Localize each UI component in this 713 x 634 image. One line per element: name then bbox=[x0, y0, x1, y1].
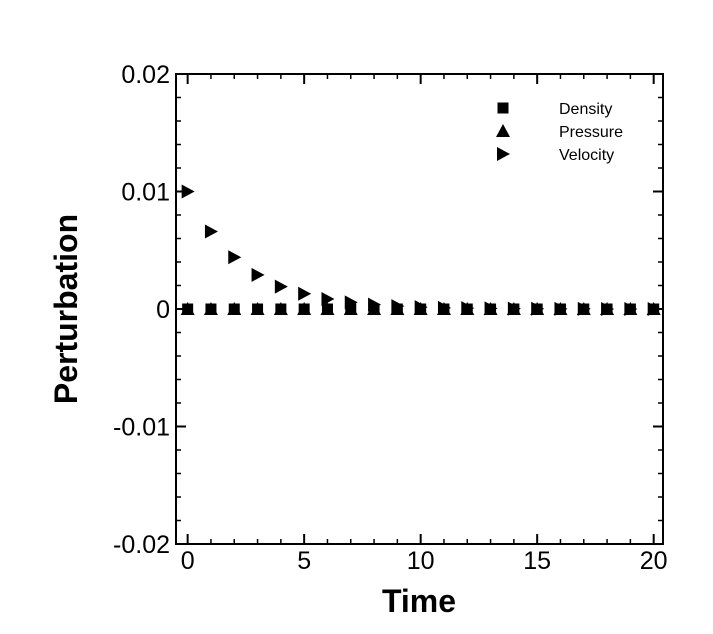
point-velocity bbox=[344, 295, 358, 310]
y-tick-label: 0 bbox=[156, 296, 170, 324]
point-velocity bbox=[204, 224, 218, 239]
point-velocity bbox=[554, 301, 568, 316]
point-velocity bbox=[251, 267, 265, 282]
point-velocity bbox=[181, 184, 195, 199]
x-tick-label: 5 bbox=[297, 547, 311, 575]
point-velocity bbox=[228, 250, 242, 265]
x-axis-label: Time bbox=[382, 583, 456, 619]
tick-labels: 0 5 10 15 20 0.02 0.01 0 -0.01 -0.02 bbox=[113, 61, 668, 575]
point-velocity bbox=[391, 299, 405, 314]
point-pressure bbox=[250, 302, 265, 315]
x-tick-label: 15 bbox=[523, 547, 551, 575]
series-velocity bbox=[181, 184, 661, 316]
point-velocity bbox=[461, 301, 475, 316]
legend-label-velocity: Velocity bbox=[559, 147, 614, 164]
point-velocity bbox=[368, 297, 382, 312]
point-velocity bbox=[624, 302, 638, 316]
point-pressure bbox=[227, 302, 242, 315]
legend-marker-velocity bbox=[497, 147, 510, 161]
point-velocity bbox=[414, 300, 428, 315]
point-velocity bbox=[531, 301, 545, 316]
y-tick-label: -0.02 bbox=[113, 531, 170, 559]
point-velocity bbox=[298, 286, 312, 301]
point-pressure bbox=[297, 302, 312, 315]
point-pressure bbox=[343, 302, 358, 315]
point-velocity bbox=[437, 300, 451, 315]
y-tick-label: 0.02 bbox=[121, 61, 170, 89]
point-velocity bbox=[577, 301, 591, 316]
legend-marker-pressure bbox=[496, 124, 510, 137]
legend-label-density: Density bbox=[559, 101, 612, 118]
point-pressure bbox=[203, 302, 218, 315]
x-tick-label: 0 bbox=[181, 547, 195, 575]
point-velocity bbox=[507, 301, 521, 316]
point-pressure bbox=[273, 302, 288, 315]
point-velocity bbox=[484, 301, 498, 316]
point-velocity bbox=[321, 292, 335, 307]
y-axis-label: Perturbation bbox=[48, 214, 84, 404]
point-pressure bbox=[367, 302, 382, 315]
y-tick-label: -0.01 bbox=[113, 414, 170, 442]
x-tick-label: 20 bbox=[640, 547, 668, 575]
legend: Density Pressure Velocity bbox=[496, 101, 623, 164]
y-tick-label: 0.01 bbox=[121, 179, 170, 207]
legend-marker-density bbox=[497, 102, 509, 114]
point-velocity bbox=[601, 302, 615, 316]
data-marks bbox=[180, 184, 661, 316]
point-velocity bbox=[647, 302, 661, 316]
axis-ticks bbox=[176, 73, 663, 545]
legend-label-pressure: Pressure bbox=[559, 124, 623, 141]
x-tick-label: 10 bbox=[407, 547, 435, 575]
point-velocity bbox=[274, 279, 288, 294]
point-pressure bbox=[320, 302, 335, 315]
point-pressure bbox=[180, 302, 195, 315]
